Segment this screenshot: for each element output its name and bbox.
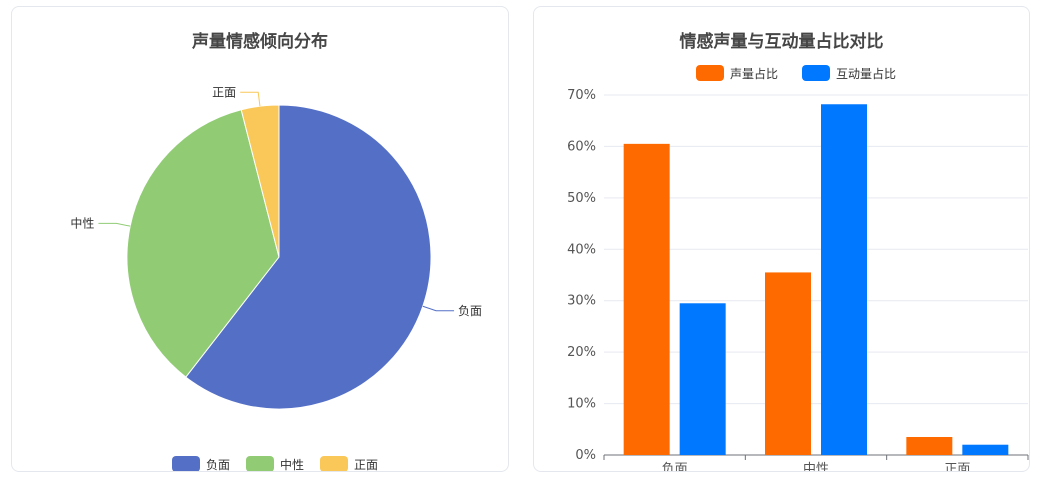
sentiment-pie-card: 声量情感倾向分布 负面 中性 正面 负面 中性 正面 xyxy=(11,6,509,472)
bar-1-1 xyxy=(623,143,670,455)
x-tick-label-3: 正面 xyxy=(944,462,970,472)
bar-legend-swatch-2 xyxy=(802,65,830,81)
bar-legend-swatch-1 xyxy=(696,65,724,81)
bar-chart-title: 情感声量与互动量占比对比 xyxy=(679,32,884,52)
bar-legend-label-1: 声量占比 xyxy=(730,66,778,81)
y-tick-label-7: 70% xyxy=(567,88,596,103)
bar-2-3 xyxy=(962,444,1009,455)
legend-label-3: 正面 xyxy=(354,458,378,472)
x-tick-label-1: 负面 xyxy=(662,462,688,472)
pie-label-3: 正面 xyxy=(212,85,236,99)
legend-label-2: 中性 xyxy=(280,457,304,472)
pie-slice-2 xyxy=(126,109,280,378)
legend-swatch-3 xyxy=(320,456,348,471)
y-tick-label-5: 50% xyxy=(567,191,596,206)
x-tick-label-2: 中性 xyxy=(803,462,829,472)
y-tick-label-1: 10% xyxy=(567,397,596,412)
bar-1-3 xyxy=(906,437,953,455)
pie-label-2: 中性 xyxy=(70,215,94,230)
comparison-bar-card: 情感声量与互动量占比对比 0% 10% 20% 30% 40% 50% 60% 70% 负面 中性… xyxy=(533,6,1030,472)
y-tick-label-0: 0% xyxy=(575,448,596,463)
y-tick-label-3: 30% xyxy=(567,294,596,309)
bar-2-2 xyxy=(821,104,867,455)
y-tick-label-2: 20% xyxy=(567,345,596,360)
pie-label-1: 负面 xyxy=(458,304,482,318)
legend-swatch-1 xyxy=(172,456,200,471)
pie-chart-title: 声量情感倾向分布 xyxy=(192,32,328,52)
pie-slice-1 xyxy=(185,104,432,410)
bar-chart: 0% 10% 20% 30% 40% 50% 60% 70% 负面 中性 正面 声量占比 互动量占比 xyxy=(567,65,1029,472)
legend-swatch-2 xyxy=(246,456,274,471)
bar-2-1 xyxy=(679,303,726,455)
y-tick-label-6: 60% xyxy=(567,139,596,154)
y-tick-label-4: 40% xyxy=(567,242,596,257)
pie-label-line-1 xyxy=(422,305,455,312)
legend-label-1: 负面 xyxy=(206,458,230,472)
pie-label-line-2 xyxy=(98,222,131,227)
bar-1-2 xyxy=(765,272,811,455)
bar-legend-label-2: 互动量占比 xyxy=(836,66,896,81)
pie-label-line-3 xyxy=(240,91,261,107)
